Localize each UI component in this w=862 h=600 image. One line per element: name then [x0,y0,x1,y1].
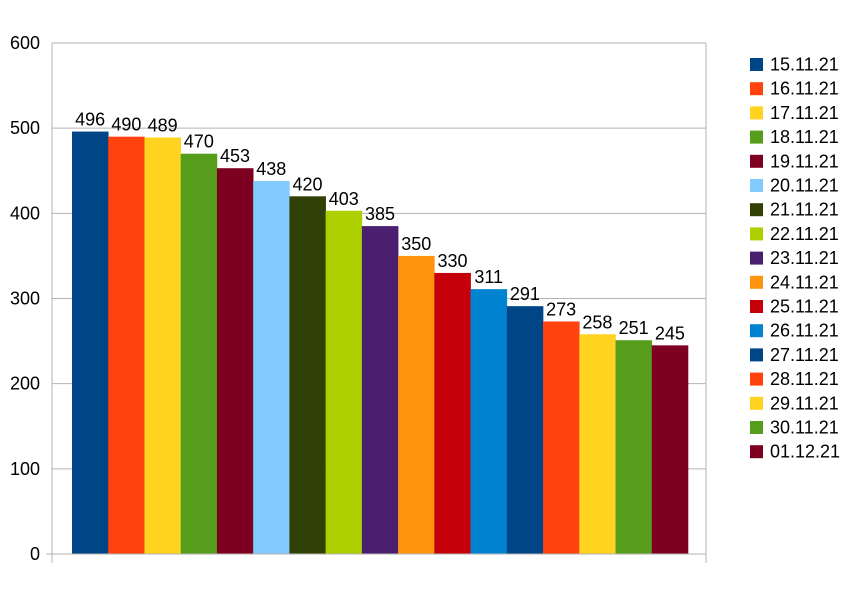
legend-label: 16.11.21 [770,79,839,99]
data-label: 273 [546,299,576,319]
data-label: 330 [437,251,467,271]
legend-label: 28.11.21 [770,369,839,389]
y-tick-label: 600 [10,33,40,53]
y-tick-label: 500 [10,118,40,138]
legend-label: 24.11.21 [770,272,839,292]
legend-label: 22.11.21 [770,224,839,244]
legend-label: 18.11.21 [770,127,839,147]
bar [180,153,218,554]
bar [506,306,544,554]
bar [543,321,580,554]
legend-label: 23.11.21 [770,248,839,268]
legend-swatch [750,445,763,459]
data-label: 403 [329,189,359,209]
legend-label: 20.11.21 [770,176,839,196]
y-tick-label: 300 [10,289,40,309]
legend-swatch [750,82,763,96]
bar [253,180,290,554]
legend-swatch [750,348,763,362]
data-label: 453 [220,146,250,166]
legend-swatch [750,300,763,313]
bar [615,340,653,554]
data-label: 470 [184,132,214,152]
legend-label: 30.11.21 [770,418,839,438]
bar [216,168,254,554]
legend-label: 29.11.21 [770,393,839,413]
y-tick-label: 200 [10,374,40,394]
data-label: 420 [293,174,323,194]
legend-swatch [750,372,763,386]
legend-label: 01.12.21 [770,442,840,462]
data-label: 438 [256,159,286,179]
bar [470,289,508,554]
legend-label: 19.11.21 [770,151,839,171]
axes [46,43,707,563]
legend-swatch [750,203,763,217]
y-tick-label: 0 [30,544,40,564]
legend-swatch [750,227,763,241]
bar [651,345,689,554]
data-label: 251 [619,318,649,338]
legend-swatch [750,421,763,434]
bar [579,334,616,554]
legend-label: 15.11.21 [770,55,839,75]
data-label: 350 [401,234,431,254]
data-label: 490 [111,115,141,135]
legend-label: 27.11.21 [770,345,839,365]
data-label: 496 [75,110,105,130]
bar [289,196,326,555]
bar [108,136,145,554]
y-tick-label: 400 [10,203,40,223]
y-tick-labels: 0 100 200 300 400 500 600 [10,33,40,564]
y-tick-label: 100 [10,459,40,479]
data-label: 311 [474,267,503,287]
legend-swatch [750,396,763,410]
legend-label: 26.11.21 [770,321,839,341]
legend-swatch [750,324,763,338]
data-labels: 496 490 489 470 453 438 420 403 385 350 330 311 291 2… [75,110,685,344]
bar [144,137,182,554]
legend-swatch [750,106,763,120]
legend-label: 17.11.21 [770,103,839,123]
legend-label: 25.11.21 [770,297,839,317]
data-label: 258 [582,312,612,332]
legend-swatch [750,154,763,168]
legend-swatch [750,58,763,71]
data-label: 245 [655,323,685,343]
data-label: 385 [365,204,395,224]
legend: 15.11.21 16.11.21 17.11.21 18.11.21 19.11.21… [750,55,840,462]
bar [325,210,363,555]
bar [398,255,435,554]
legend-swatch [750,251,763,265]
legend-swatch [750,275,763,289]
legend-swatch [750,179,763,192]
data-label: 291 [510,284,540,304]
data-label: 489 [148,116,178,136]
legend-label: 21.11.21 [770,200,839,220]
bar [434,272,471,554]
legend-swatch [750,130,763,144]
bar [72,131,109,554]
bar [361,226,399,554]
bars [72,131,689,555]
